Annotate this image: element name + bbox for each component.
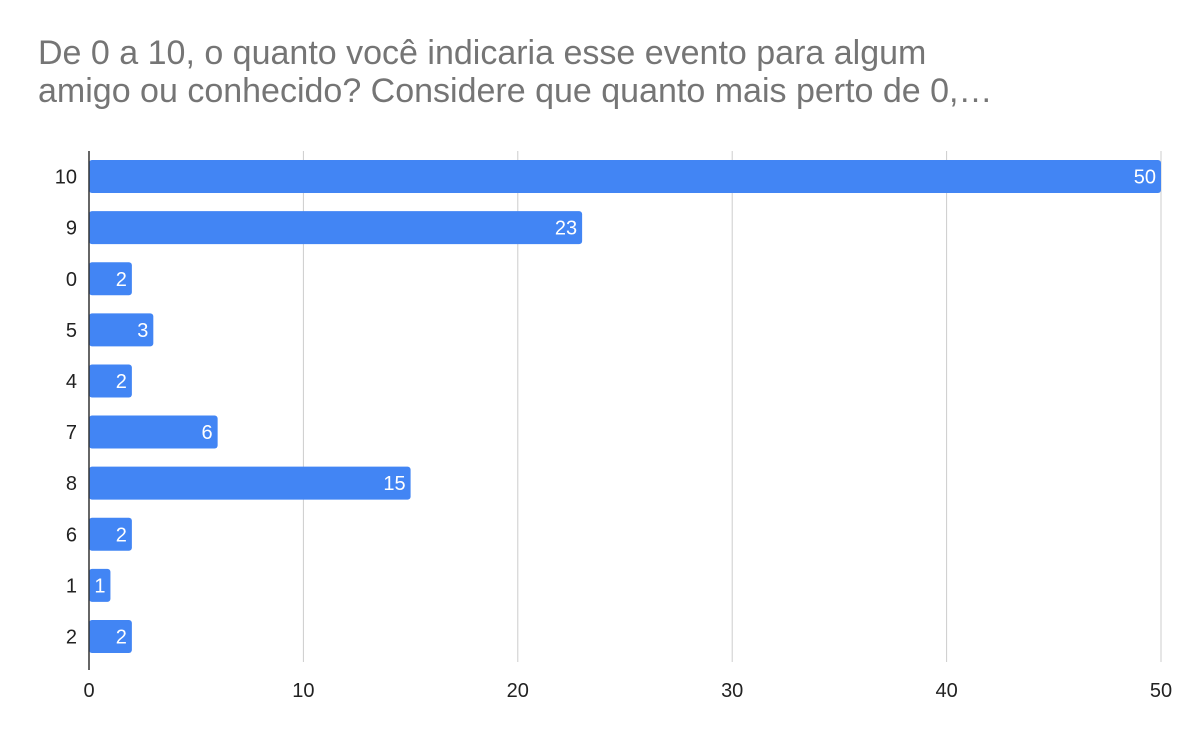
bar bbox=[89, 262, 132, 296]
y-tick-label: 2 bbox=[66, 626, 77, 648]
y-tick-label: 1 bbox=[66, 575, 77, 597]
y-tick-label: 10 bbox=[55, 167, 77, 189]
chart-title-line-2: amigo ou conhecido? Considere que quanto… bbox=[38, 72, 993, 110]
x-tick-label: 20 bbox=[507, 680, 529, 702]
x-tick-label: 10 bbox=[292, 680, 314, 702]
bar-value-label: 1 bbox=[94, 575, 105, 597]
bar-value-label: 2 bbox=[116, 524, 127, 546]
y-tick-label: 4 bbox=[66, 371, 77, 393]
bar bbox=[89, 619, 132, 653]
y-tick-label: 9 bbox=[66, 218, 77, 240]
bar bbox=[89, 568, 111, 602]
y-tick-label: 6 bbox=[66, 524, 77, 546]
y-tick-label: 5 bbox=[66, 320, 77, 342]
y-tick-label: 0 bbox=[66, 269, 77, 291]
x-tick-label: 0 bbox=[83, 680, 94, 702]
x-tick-label: 30 bbox=[721, 680, 743, 702]
chart-title: De 0 a 10, o quanto você indicaria esse … bbox=[38, 34, 1178, 110]
bar bbox=[89, 211, 583, 245]
x-tick-label: 50 bbox=[1150, 680, 1172, 702]
bar bbox=[89, 160, 1161, 194]
bar-value-label: 15 bbox=[383, 473, 405, 495]
y-tick-label: 7 bbox=[66, 422, 77, 444]
bar bbox=[89, 364, 132, 398]
bar-value-label: 6 bbox=[202, 422, 213, 444]
bar-value-label: 3 bbox=[137, 320, 148, 342]
bar bbox=[89, 415, 218, 449]
bar-value-label: 2 bbox=[116, 371, 127, 393]
bar bbox=[89, 517, 132, 551]
bar bbox=[89, 466, 411, 500]
bar-value-label: 23 bbox=[555, 218, 577, 240]
chart-title-line-1: De 0 a 10, o quanto você indicaria esse … bbox=[38, 34, 927, 72]
bar-value-label: 50 bbox=[1134, 167, 1156, 189]
bar bbox=[89, 313, 154, 347]
y-tick-label: 8 bbox=[66, 473, 77, 495]
bar-value-label: 2 bbox=[116, 626, 127, 648]
x-tick-label: 40 bbox=[935, 680, 957, 702]
bars bbox=[89, 160, 1161, 653]
bar-value-label: 2 bbox=[116, 269, 127, 291]
